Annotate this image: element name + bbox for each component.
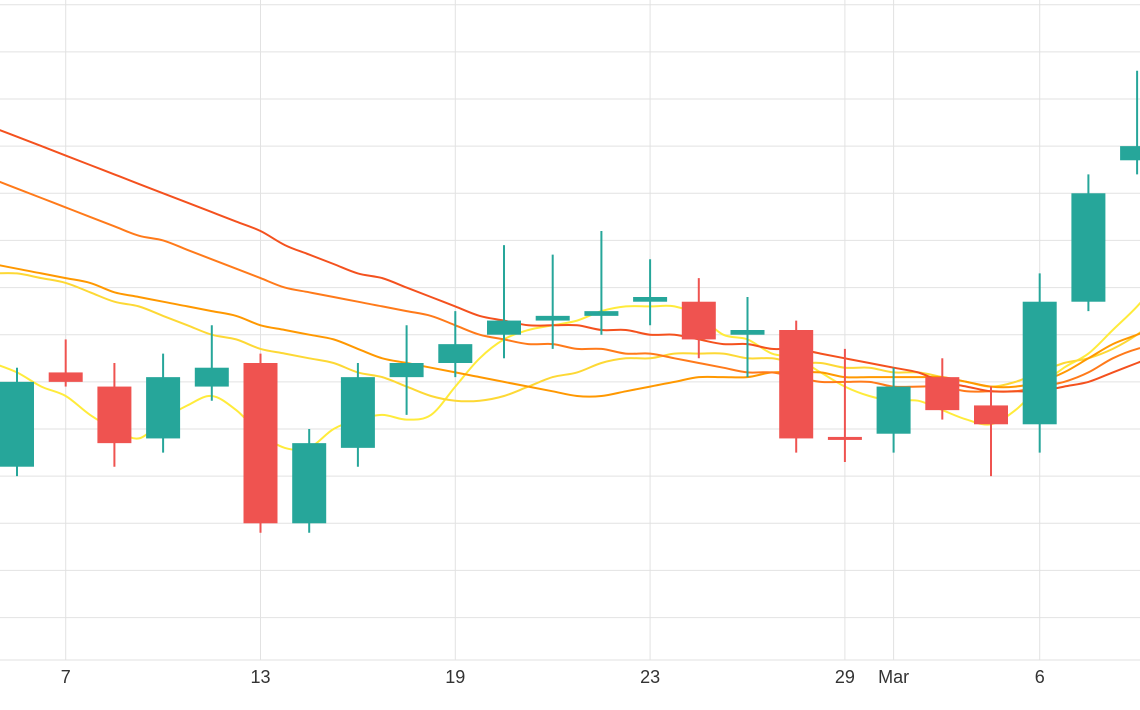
candle: [925, 358, 960, 420]
candle-body: [827, 436, 862, 440]
ma-line-4: [0, 180, 1140, 393]
candle: [340, 363, 375, 467]
x-tick-label: 6: [1035, 667, 1045, 687]
candle-body: [1120, 146, 1140, 161]
candle: [48, 339, 83, 387]
candle-body: [0, 381, 34, 467]
candle-body: [876, 386, 911, 434]
grid: [0, 0, 1140, 661]
candle-body: [779, 330, 814, 439]
candle-body: [487, 320, 521, 335]
candle: [1022, 273, 1057, 453]
candle: [194, 325, 229, 401]
candle-body: [925, 377, 960, 411]
x-tick-label: 29: [835, 667, 855, 687]
x-tick-label: 19: [445, 667, 465, 687]
candle-body: [633, 297, 668, 302]
ma-line-3: [0, 264, 1140, 398]
x-tick-label: 23: [640, 667, 660, 687]
moving-average-lines: [0, 129, 1140, 451]
candle-body: [584, 311, 619, 316]
candle: [681, 278, 716, 359]
candles: [0, 70, 1140, 533]
candle: [1071, 174, 1106, 312]
candle-body: [48, 372, 83, 382]
candle: [0, 367, 34, 477]
candle-body: [340, 377, 375, 448]
candle: [584, 231, 619, 335]
x-axis: 7 13 19 23 29 Mar 6: [61, 667, 1045, 687]
candle: [1120, 70, 1140, 175]
candle: [730, 297, 765, 378]
candle-body: [97, 386, 132, 444]
ma-line-5: [0, 129, 1140, 393]
candle-body: [194, 367, 229, 387]
x-tick-label: Mar: [878, 667, 909, 687]
candle-body: [681, 301, 716, 340]
candle-body: [292, 443, 327, 524]
candle: [292, 429, 327, 533]
candle: [97, 363, 132, 467]
candle-body: [243, 363, 278, 524]
candle: [876, 367, 911, 453]
x-tick-label: 7: [61, 667, 71, 687]
candle: [974, 386, 1008, 477]
candle: [146, 353, 181, 453]
x-tick-label: 13: [250, 667, 270, 687]
candle: [487, 245, 521, 359]
candle-body: [1022, 301, 1057, 425]
ma-line-1: [0, 301, 1140, 451]
candle-body: [389, 363, 424, 378]
candle-body: [438, 344, 473, 363]
candle: [389, 325, 424, 415]
candle: [438, 311, 473, 378]
candle-body: [974, 405, 1008, 425]
candle-body: [535, 315, 570, 321]
candle: [633, 259, 668, 326]
candle: [779, 320, 814, 453]
candle: [827, 348, 862, 462]
candle-body: [146, 377, 181, 439]
candle-body: [1071, 193, 1106, 302]
candle-body: [730, 330, 765, 335]
candle: [243, 353, 278, 533]
candle: [535, 254, 570, 349]
